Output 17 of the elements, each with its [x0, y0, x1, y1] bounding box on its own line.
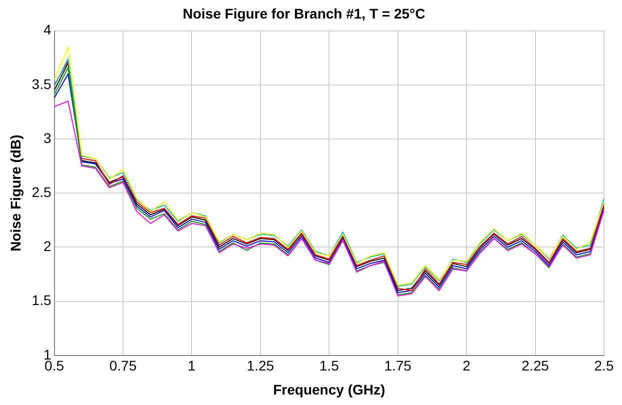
- x-tick-label: 1.25: [246, 358, 274, 374]
- y-tick-label: 2.5: [32, 184, 52, 200]
- x-tick-label: 1.75: [384, 358, 412, 374]
- y-tick-label: 1.5: [32, 292, 52, 308]
- x-tick-label: 2: [462, 358, 471, 374]
- y-tick-label: 3: [43, 130, 52, 146]
- y-tick-label: 4: [43, 22, 52, 38]
- x-tick-label: 2.5: [594, 358, 614, 374]
- x-axis-title: Frequency (GHz): [273, 381, 386, 398]
- x-tick-label: 0.75: [109, 358, 137, 374]
- x-tick-label: 2.25: [522, 358, 550, 374]
- chart-title: Noise Figure for Branch #1, T = 25°C: [182, 5, 426, 22]
- x-tick-label: 1.5: [319, 358, 340, 374]
- y-axis-title: Noise Figure (dB): [7, 134, 24, 252]
- y-tick-label: 3.5: [32, 76, 52, 92]
- y-tick-label: 2: [43, 238, 52, 254]
- x-tick-label: 1: [188, 358, 196, 374]
